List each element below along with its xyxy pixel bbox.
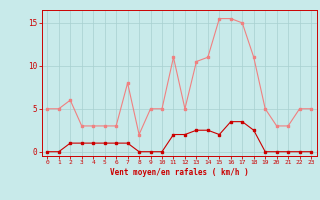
X-axis label: Vent moyen/en rafales ( km/h ): Vent moyen/en rafales ( km/h ) <box>110 168 249 177</box>
